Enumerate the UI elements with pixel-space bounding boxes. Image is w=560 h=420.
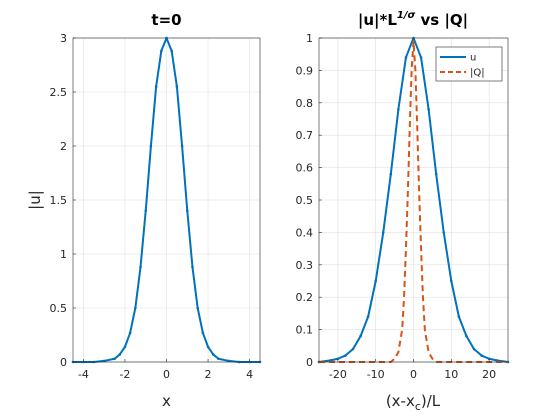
right-data-point (450, 279, 453, 283)
left-plot: -4 -2 0 2 4 0 0.5 1 1.5 2 2.5 3 t=0 x |u| (26, 11, 262, 410)
right-data-point (472, 347, 476, 351)
right-data-point (351, 347, 355, 351)
right-data-point (480, 354, 483, 357)
left-data-point (196, 306, 199, 310)
right-data-point (381, 231, 385, 234)
right-y-tick-label: 0.4 (296, 226, 314, 239)
left-x-axis-label: x (162, 392, 171, 410)
left-data-point (134, 306, 137, 310)
left-data-point (102, 359, 106, 363)
right-y-tick-label: 0.9 (296, 64, 314, 77)
left-y-tick-label: 3 (60, 32, 67, 45)
left-data-point (201, 331, 205, 335)
right-x-tick-label: -10 (367, 368, 385, 381)
legend-label-q: |Q| (470, 68, 485, 79)
right-x-axis-label: (x-xc)/L (386, 392, 441, 413)
left-data-point (144, 209, 148, 213)
right-data-point (374, 279, 378, 283)
right-x-tick-label: 20 (482, 368, 496, 381)
right-y-tick-label: 0.3 (296, 259, 314, 272)
left-data-point (123, 345, 127, 349)
left-data-point (185, 209, 189, 213)
right-xlabel-main: (x-x (386, 392, 415, 410)
left-x-tick-label: 2 (205, 368, 212, 381)
left-y-tick-label: 2.5 (50, 86, 68, 99)
left-data-point (160, 49, 163, 53)
right-title-superscript: 1/σ (397, 10, 416, 21)
right-data-point (434, 172, 438, 176)
left-y-tick-label: 1 (60, 248, 67, 261)
right-series-q-line (319, 40, 508, 363)
right-data-point (457, 315, 461, 318)
left-data-point (217, 357, 220, 361)
right-title-tail: vs |Q| (415, 11, 468, 30)
right-legend: u |Q| (435, 46, 503, 82)
right-y-tick-label: 0.5 (296, 194, 314, 207)
right-plot-title: |u|*L1/σ vs |Q| (358, 10, 468, 30)
right-data-point (397, 107, 400, 111)
left-data-point (154, 85, 158, 88)
left-y-tick-label: 1.5 (50, 194, 68, 207)
left-data-point (113, 357, 116, 361)
right-data-point (344, 354, 347, 357)
left-y-axis-label: |u| (26, 190, 44, 210)
left-y-tick-label: 2 (60, 140, 67, 153)
right-x-tick-label: -20 (329, 368, 347, 381)
right-title-main: |u|*L (358, 11, 397, 30)
right-x-tick-label: 10 (444, 368, 458, 381)
right-data-point (366, 315, 370, 318)
left-data-point (206, 345, 210, 349)
left-x-tick-label: -4 (78, 368, 89, 381)
left-data-point (170, 49, 173, 53)
right-data-point (389, 172, 393, 176)
left-x-tick-label: 0 (163, 368, 170, 381)
legend-label-u: u (470, 53, 476, 64)
right-xlabel-subscript: c (415, 400, 421, 413)
left-data-point (175, 85, 179, 88)
right-y-tick-label: 0 (306, 356, 313, 369)
right-y-tick-label: 0.6 (296, 162, 314, 175)
left-plot-title: t=0 (151, 11, 181, 29)
right-ticks: -20 -10 0 10 20 0 0.1 0.2 0.3 0.4 0.5 0.6 0.7 0.8 0.9 1 (296, 32, 497, 381)
right-data-point (336, 357, 340, 361)
left-data-point (211, 353, 215, 356)
right-data-point (487, 357, 491, 361)
left-data-point (149, 144, 153, 148)
left-x-tick-label: -2 (119, 368, 130, 381)
right-data-point (427, 107, 430, 111)
left-y-tick-label: 0 (60, 356, 67, 369)
right-data-point (419, 56, 423, 59)
right-x-tick-label: 0 (410, 368, 417, 381)
left-x-tick-label: 4 (246, 368, 253, 381)
right-data-point (359, 334, 362, 338)
right-data-point (442, 231, 446, 234)
right-y-tick-label: 0.8 (296, 97, 314, 110)
right-y-tick-label: 0.2 (296, 291, 314, 304)
left-ticks: -4 -2 0 2 4 0 0.5 1 1.5 2 2.5 3 (50, 32, 254, 381)
left-data-point (180, 144, 184, 148)
right-data-point (465, 334, 468, 338)
left-data-point (227, 359, 231, 363)
right-y-tick-label: 0.7 (296, 129, 314, 142)
left-data-point (191, 265, 194, 269)
right-y-tick-label: 1 (306, 32, 313, 45)
right-plot: -20 -10 0 10 20 0 0.1 0.2 0.3 0.4 0.5 0.6 0.7 0.8 0.9 1… (296, 10, 510, 413)
left-data-point (118, 353, 122, 356)
left-data-point (139, 265, 142, 269)
right-xlabel-tail: )/L (421, 392, 441, 410)
right-data-point (404, 56, 408, 59)
left-data-point (128, 331, 132, 335)
left-y-tick-label: 0.5 (50, 302, 68, 315)
legend-box (435, 46, 503, 82)
right-y-tick-label: 0.1 (296, 324, 314, 337)
